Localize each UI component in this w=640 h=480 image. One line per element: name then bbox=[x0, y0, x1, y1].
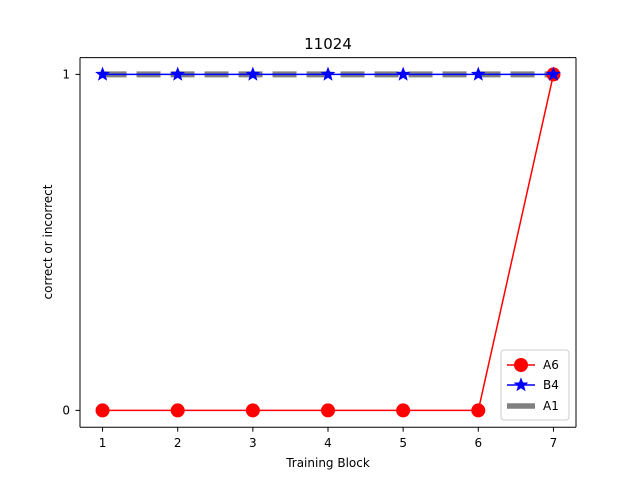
plot-area bbox=[80, 57, 576, 428]
series-b4-point-7 bbox=[546, 66, 561, 81]
chart-title: 11024 bbox=[304, 35, 352, 53]
y-tick-label-1: 1 bbox=[62, 68, 70, 82]
series-layer bbox=[95, 66, 561, 418]
series-a6-point-1 bbox=[95, 403, 110, 418]
legend-a1-label: A1 bbox=[543, 399, 559, 413]
series-a6-point-5 bbox=[396, 403, 411, 418]
series-b4-point-6 bbox=[470, 66, 486, 81]
x-tick-label-7: 7 bbox=[550, 436, 558, 450]
x-tick-label-6: 6 bbox=[474, 436, 482, 450]
series-b4-point-2 bbox=[170, 66, 186, 81]
x-tick-label-2: 2 bbox=[174, 436, 182, 450]
x-tick-label-1: 1 bbox=[99, 436, 107, 450]
series-a6-point-2 bbox=[170, 403, 185, 418]
series-b4-point-5 bbox=[395, 66, 411, 81]
x-tick-label-3: 3 bbox=[249, 436, 257, 450]
legend-a6-marker bbox=[514, 358, 528, 372]
y-axis-label: correct or incorrect bbox=[41, 184, 55, 299]
x-tick-label-5: 5 bbox=[399, 436, 407, 450]
legend-a6-label: A6 bbox=[543, 358, 559, 372]
series-a6-point-6 bbox=[471, 403, 486, 418]
x-axis-label: Training Block bbox=[285, 456, 370, 470]
y-tick-label-0: 0 bbox=[62, 404, 70, 418]
legend-b4-marker bbox=[513, 377, 529, 392]
series-b4-point-1 bbox=[95, 66, 110, 81]
x-tick-label-4: 4 bbox=[324, 436, 332, 450]
legend: A6 B4 A1 bbox=[500, 349, 570, 421]
series-a6-point-3 bbox=[245, 403, 260, 418]
series-a6-point-4 bbox=[321, 403, 335, 418]
axes-layer: 1 2 3 4 5 6 7 0 1 bbox=[62, 57, 577, 450]
legend-b4-label: B4 bbox=[543, 378, 559, 392]
series-b4-point-4 bbox=[320, 66, 336, 81]
series-b4-point-3 bbox=[245, 66, 261, 81]
